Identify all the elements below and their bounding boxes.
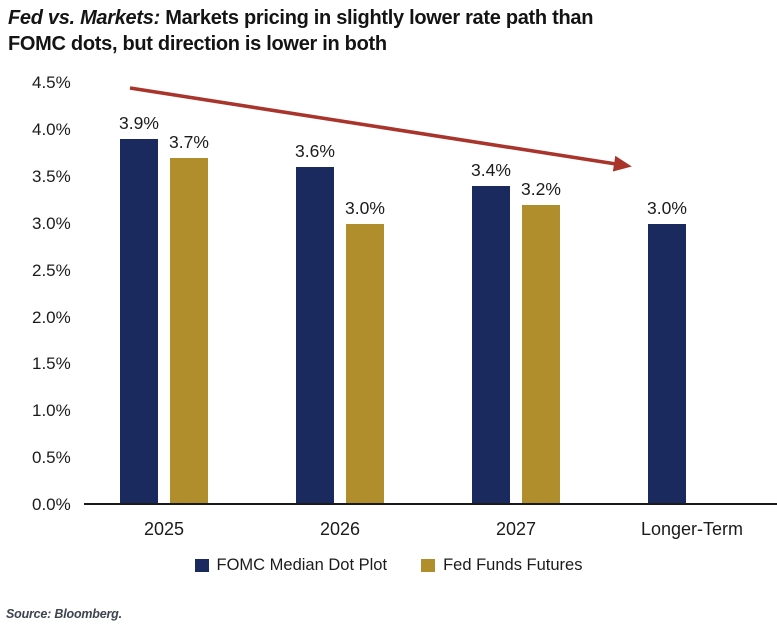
bar-futures-2027: [522, 204, 560, 505]
bar-value-label: 3.6%: [295, 141, 335, 162]
y-axis-tick-label: 3.0%: [32, 213, 71, 233]
legend-label-futures: Fed Funds Futures: [443, 556, 583, 574]
legend-label-fomc: FOMC Median Dot Plot: [216, 556, 388, 574]
legend-swatch-fomc: [194, 559, 209, 572]
chart-title-line1: Fed vs. Markets: Markets pricing in slig…: [8, 5, 768, 31]
bar-futures-2025: [170, 158, 208, 505]
legend-item-fomc: FOMC Median Dot Plot: [194, 556, 388, 575]
y-axis-tick-label: 2.5%: [32, 260, 71, 280]
bar-futures-2026: [346, 223, 384, 505]
y-axis-tick-label: 0.5%: [32, 448, 71, 468]
y-axis-tick-label: 2.0%: [32, 307, 71, 327]
chart-title-line1-rest: Markets pricing in slightly lower rate p…: [165, 7, 594, 29]
bar-fomc-2027: [472, 186, 510, 505]
source-note: Source: Bloomberg.: [6, 607, 122, 621]
bar-fomc-2025: [120, 139, 158, 505]
chart-title: Fed vs. Markets: Markets pricing in slig…: [8, 5, 768, 57]
x-axis-line: [84, 503, 777, 505]
y-axis-tick-label: 4.0%: [32, 120, 71, 140]
bar-value-label: 3.0%: [345, 197, 385, 218]
y-axis-tick-label: 4.5%: [32, 73, 71, 93]
bar-fomc-longer-term: [648, 223, 686, 505]
bar-value-label: 3.0%: [647, 197, 687, 218]
legend-item-futures: Fed Funds Futures: [421, 556, 582, 575]
chart-title-prefix: Fed vs. Markets:: [8, 7, 160, 29]
y-axis-tick-label: 1.5%: [32, 354, 71, 374]
bar-value-label: 3.7%: [169, 132, 209, 152]
x-axis-category-label: Longer-Term: [640, 519, 744, 539]
legend: FOMC Median Dot Plot Fed Funds Futures: [0, 556, 777, 575]
x-axis-category-label: 2027: [495, 519, 537, 539]
x-axis-category-label: 2025: [143, 519, 185, 539]
bar-value-label: 3.2%: [521, 178, 561, 199]
bar-fomc-2026: [296, 167, 334, 505]
x-axis-category-label: 2026: [319, 519, 361, 539]
chart-title-line2: FOMC dots, but direction is lower in bot…: [8, 33, 387, 55]
y-axis-tick-label: 0.0%: [32, 495, 71, 514]
legend-swatch-futures: [421, 559, 436, 572]
y-axis-tick-label: 3.5%: [32, 167, 71, 186]
y-axis-tick-label: 1.0%: [32, 401, 71, 421]
